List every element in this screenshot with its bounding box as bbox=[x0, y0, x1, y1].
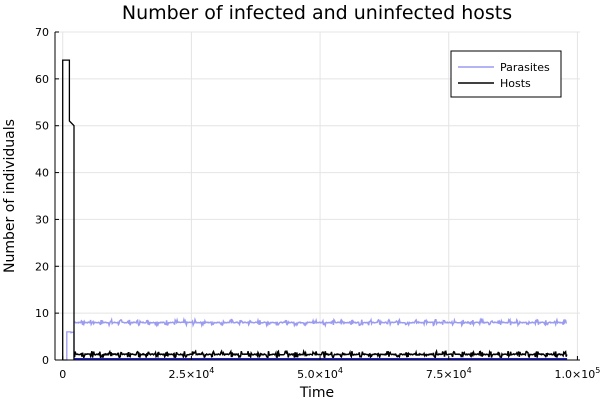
y-tick-label: 0 bbox=[42, 354, 49, 367]
legend-label-hosts: Hosts bbox=[500, 77, 531, 90]
legend: Parasites Hosts bbox=[450, 50, 562, 98]
x-axis-label: Time bbox=[299, 385, 334, 400]
series-steady-line bbox=[74, 316, 567, 329]
y-tick-label: 50 bbox=[35, 120, 49, 133]
x-tick-label: 5.0×104 bbox=[297, 366, 343, 381]
series-hosts bbox=[62, 59, 568, 360]
tick-labels: 0 10 20 30 40 50 60 70 0 2.5×104 5.0×104 7.5×104 1.0… bbox=[35, 26, 600, 381]
y-tick-label: 70 bbox=[35, 26, 49, 39]
y-tick-label: 30 bbox=[35, 213, 49, 226]
y-tick-label: 20 bbox=[35, 260, 49, 273]
legend-box bbox=[450, 50, 562, 98]
x-tick-label: 1.0×105 bbox=[555, 366, 600, 381]
series-layer bbox=[62, 59, 568, 361]
x-tick-label: 7.5×104 bbox=[426, 366, 472, 381]
series-early-line bbox=[62, 59, 75, 360]
x-tick-label: 2.5×104 bbox=[168, 366, 214, 381]
legend-label-parasites: Parasites bbox=[500, 61, 550, 74]
y-tick-label: 60 bbox=[35, 73, 49, 86]
y-tick-label: 10 bbox=[35, 307, 49, 320]
axes bbox=[54, 31, 580, 361]
chart-title: Number of infected and uninfected hosts bbox=[122, 2, 512, 24]
y-tick-label: 40 bbox=[35, 167, 49, 180]
series-steady-line bbox=[73, 348, 568, 360]
x-tick-label: 0 bbox=[59, 368, 66, 381]
y-axis-label: Number of individuals bbox=[2, 119, 18, 273]
